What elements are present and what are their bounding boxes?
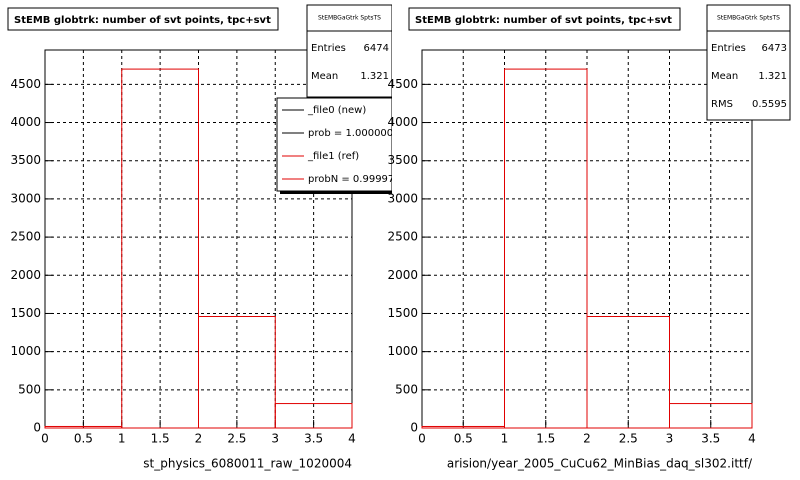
x-tick-label: 3 bbox=[666, 432, 674, 446]
stats-value: 1.321 bbox=[758, 71, 787, 82]
chart-title: StEMB globtrk: number of svt points, tpc… bbox=[14, 15, 271, 26]
stats-label: Entries bbox=[711, 43, 746, 54]
x-tick-label: 0 bbox=[41, 432, 49, 446]
y-tick-label: 1000 bbox=[387, 344, 418, 358]
y-tick-label: 0 bbox=[33, 421, 41, 435]
x-tick-label: 2 bbox=[583, 432, 591, 446]
stats-title: StEMBGaGtrk SptsTS bbox=[318, 15, 381, 22]
y-tick-label: 500 bbox=[395, 382, 418, 396]
legend-label: _file0 (new) bbox=[307, 105, 366, 116]
x-tick-label: 1 bbox=[118, 432, 126, 446]
histogram-bar bbox=[586, 316, 670, 429]
stats-box bbox=[706, 4, 791, 121]
y-tick-label: 3000 bbox=[10, 191, 41, 205]
x-axis-label: st_physics_6080011_raw_1020004 bbox=[143, 457, 352, 471]
y-tick-label: 3000 bbox=[387, 191, 418, 205]
y-tick-label: 2500 bbox=[10, 230, 41, 244]
y-tick-label: 3500 bbox=[10, 153, 41, 167]
y-tick-label: 0 bbox=[410, 421, 418, 435]
panel: 0 500 1000 1500 2000 2500 3000 3500 4000 4500 0 0.5… bbox=[7, 4, 394, 471]
x-axis-label: arision/year_2005_CuCu62_MinBias_daq_sl3… bbox=[447, 457, 753, 471]
y-tick-label: 4500 bbox=[10, 77, 41, 91]
title-box bbox=[7, 7, 279, 31]
stats-label: Mean bbox=[311, 71, 338, 82]
histogram-bar bbox=[274, 403, 353, 429]
y-tick-label: 4500 bbox=[387, 77, 418, 91]
y-tick-label: 1500 bbox=[10, 306, 41, 320]
x-tick-label: 0 bbox=[418, 432, 426, 446]
x-tick-label: 1 bbox=[501, 432, 509, 446]
chart-title: StEMB globtrk: number of svt points, tpc… bbox=[415, 15, 672, 26]
y-tick-label: 4000 bbox=[387, 115, 418, 129]
panel: 0 500 1000 1500 2000 2500 3000 3500 4000 4500 0 0.5… bbox=[387, 4, 791, 471]
x-tick-label: 2 bbox=[195, 432, 203, 446]
y-tick-label: 500 bbox=[18, 382, 41, 396]
legend-label: prob = 1.000000 bbox=[308, 128, 393, 139]
y-tick-label: 1000 bbox=[10, 344, 41, 358]
stats-label: Mean bbox=[711, 71, 738, 82]
x-tick-label: 1.5 bbox=[151, 432, 170, 446]
stats-value: 6473 bbox=[762, 43, 787, 54]
x-tick-label: 0.5 bbox=[74, 432, 93, 446]
y-tick-label: 2000 bbox=[387, 268, 418, 282]
stats-label: RMS bbox=[711, 99, 733, 110]
stats-title: StEMBGaGtrk SptsTS bbox=[717, 15, 780, 22]
x-tick-label: 3.5 bbox=[304, 432, 323, 446]
y-tick-label: 2000 bbox=[10, 268, 41, 282]
x-tick-label: 4 bbox=[348, 432, 356, 446]
x-tick-label: 2.5 bbox=[227, 432, 246, 446]
y-tick-label: 4000 bbox=[10, 115, 41, 129]
y-tick-label: 1500 bbox=[387, 306, 418, 320]
stats-label: Entries bbox=[311, 43, 346, 54]
y-tick-label: 3500 bbox=[387, 153, 418, 167]
x-tick-label: 2.5 bbox=[619, 432, 638, 446]
legend-label: probN = 0.99997 bbox=[308, 174, 394, 185]
stats-value: 0.5595 bbox=[752, 99, 787, 110]
stats-value: 1.321 bbox=[360, 71, 389, 82]
histogram-bar bbox=[198, 316, 276, 429]
x-tick-label: 3.5 bbox=[701, 432, 720, 446]
x-tick-label: 3 bbox=[271, 432, 279, 446]
legend-box bbox=[276, 97, 392, 192]
legend-label: _file1 (ref) bbox=[307, 151, 359, 162]
x-tick-label: 0.5 bbox=[454, 432, 473, 446]
title-box bbox=[408, 7, 681, 31]
histogram-bar bbox=[504, 68, 588, 429]
x-tick-label: 1.5 bbox=[536, 432, 555, 446]
stats-value: 6474 bbox=[364, 43, 389, 54]
histogram-bar bbox=[121, 68, 199, 429]
stats-box bbox=[306, 4, 392, 98]
histogram-bar bbox=[669, 403, 753, 429]
y-tick-label: 2500 bbox=[387, 230, 418, 244]
x-tick-label: 4 bbox=[748, 432, 756, 446]
